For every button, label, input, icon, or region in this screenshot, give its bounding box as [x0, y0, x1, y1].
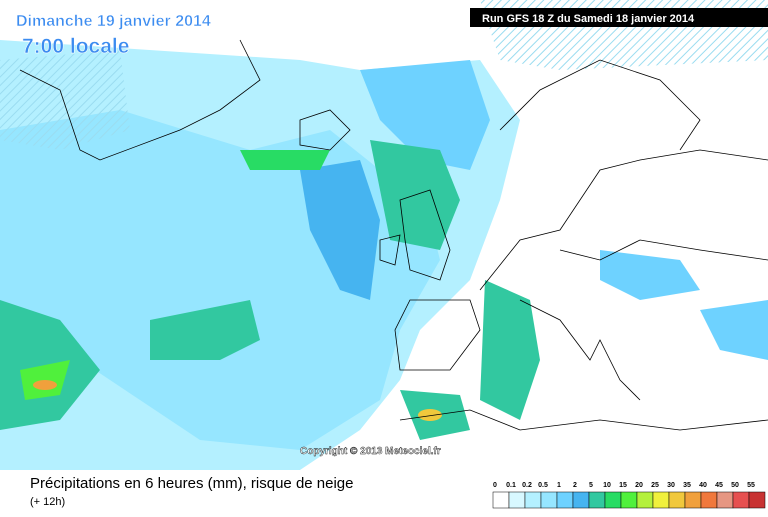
legend-swatch — [556, 491, 574, 509]
legend-label: 1 — [557, 482, 561, 489]
legend-label: 0.1 — [506, 482, 516, 489]
legend-label: 55 — [747, 482, 755, 489]
legend-label: 30 — [667, 482, 675, 489]
legend-label: 0 — [493, 482, 497, 489]
legend-label: 0.2 — [522, 482, 532, 489]
legend: 0 0.1 0.2 0.5 1 2 5 10 15 20 25 30 35 40 45 50 55 — [492, 482, 766, 509]
legend-swatch — [524, 491, 542, 509]
legend-swatch — [540, 491, 558, 509]
legend-label: 25 — [651, 482, 659, 489]
legend-label: 20 — [635, 482, 643, 489]
copyright: Copyright © 2013 Meteociel.fr — [300, 446, 441, 457]
legend-label: 2 — [573, 482, 577, 489]
run-bar — [470, 8, 768, 27]
legend-swatch — [652, 491, 670, 509]
legend-swatch — [508, 491, 526, 509]
legend-swatch — [684, 491, 702, 509]
legend-swatch — [732, 491, 750, 509]
legend-swatch — [748, 491, 766, 509]
legend-swatch — [588, 491, 606, 509]
legend-swatch — [492, 491, 510, 509]
legend-label: 0.5 — [538, 482, 548, 489]
legend-swatch — [668, 491, 686, 509]
date: Dimanche 19 janvier 2014 — [16, 13, 211, 30]
legend-label: 50 — [731, 482, 739, 489]
legend-label: 35 — [683, 482, 691, 489]
legend-label: 5 — [589, 482, 593, 489]
legend-swatch — [620, 491, 638, 509]
legend-swatch — [700, 491, 718, 509]
legend-label: 45 — [715, 482, 723, 489]
footer-lead: (+ 12h) — [30, 496, 65, 508]
legend-label: 15 — [619, 482, 627, 489]
map — [0, 0, 768, 470]
legend-swatch — [716, 491, 734, 509]
legend-swatch — [604, 491, 622, 509]
run: Run GFS 18 Z du Samedi 18 janvier 2014 — [482, 13, 695, 25]
time: 7:00 locale — [22, 35, 129, 58]
legend-label: 40 — [699, 482, 707, 489]
legend-swatch — [636, 491, 654, 509]
legend-swatch — [572, 491, 590, 509]
legend-label: 10 — [603, 482, 611, 489]
footer-title: Précipitations en 6 heures (mm), risque … — [30, 475, 354, 492]
